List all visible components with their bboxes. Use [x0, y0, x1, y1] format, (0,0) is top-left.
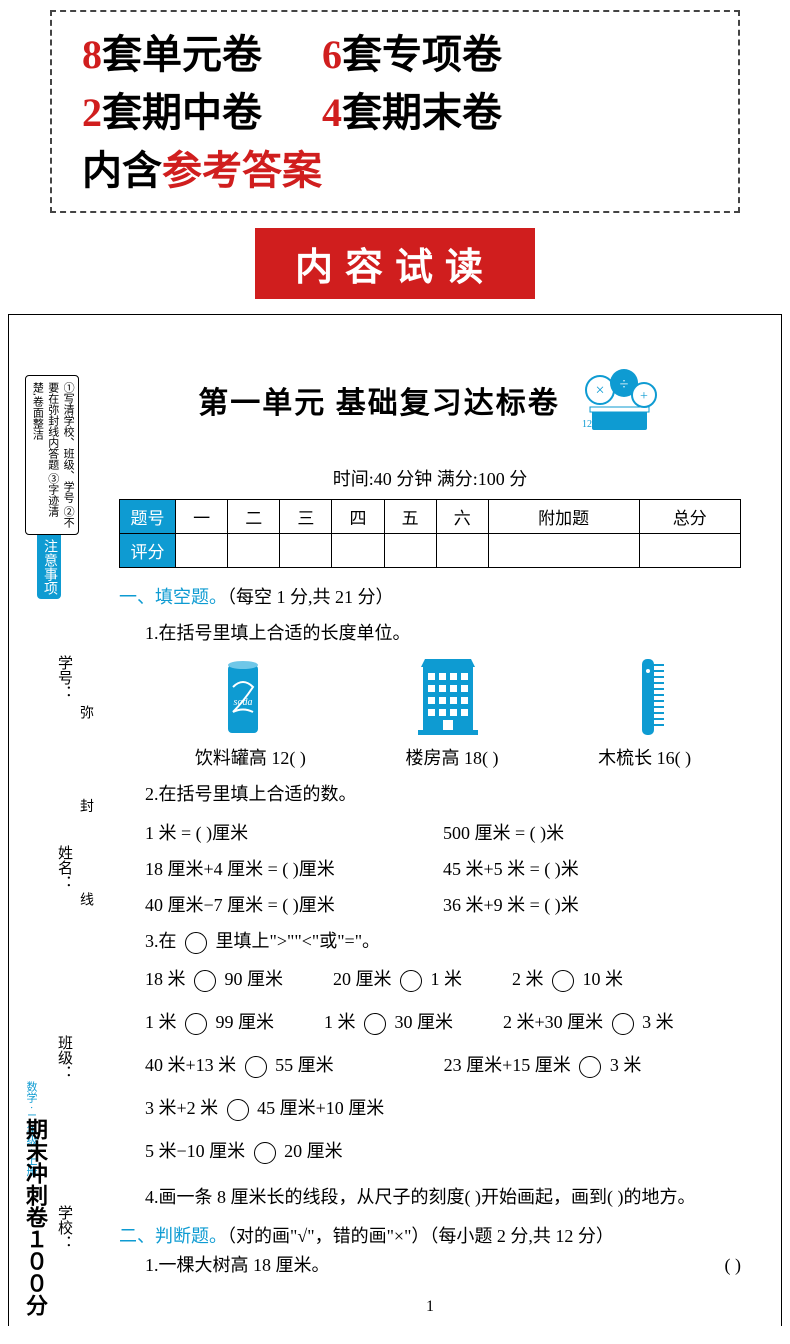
question-text: 1.在括号里填上合适的长度单位。	[145, 617, 741, 649]
table-header-cell: 题号	[120, 500, 176, 534]
table-header-cell: 评分	[120, 534, 176, 568]
comparison-item: 23 厘米+15 厘米 3 米	[444, 1051, 642, 1078]
blank-item: 40 厘米−7 厘米 = ( )厘米	[145, 891, 443, 917]
question-text: 2.在括号里填上合适的数。	[145, 778, 741, 810]
circle-blank-icon	[185, 932, 207, 954]
comparison-grid: 18 米 90 厘米 20 厘米 1 米 2 米 10 米 1 米 99 厘米 1 米 …	[145, 965, 741, 1179]
summary-item: 2套期中卷	[82, 80, 262, 138]
circle-blank-icon	[194, 970, 216, 992]
comparison-item: 5 米−10 厘米 20 厘米	[145, 1137, 343, 1164]
summary-item: 8套单元卷	[82, 22, 262, 80]
image-label: 饮料罐高 12( )	[195, 744, 306, 770]
comb-icon	[628, 657, 668, 742]
table-row: 题号 一二 三四 五六 附加题总分	[120, 500, 741, 534]
question-text: 4.画一条 8 厘米长的线段，从尺子的刻度( )开始画起，画到( )的地方。	[145, 1180, 741, 1214]
image-label: 木梳长 16( )	[598, 744, 691, 770]
svg-text:soda: soda	[233, 697, 252, 708]
blank-item: 500 厘米 = ( )米	[443, 819, 741, 845]
school-field: 学校：	[54, 1205, 75, 1250]
exam-paper: ①写清学校、班级、学号 ②不要在弥封线内答题 ③字迹清楚,卷面整洁 注意事项 学…	[8, 314, 782, 1326]
contents-summary-box: 8套单元卷 6套专项卷 2套期中卷 4套期末卷 内含参考答案	[50, 10, 740, 213]
svg-text:×: ×	[595, 382, 604, 399]
svg-text:+: +	[640, 389, 648, 404]
preview-banner: 内容试读	[255, 228, 535, 299]
comparison-item: 40 米+13 米 55 厘米	[145, 1051, 334, 1078]
circle-blank-icon	[579, 1056, 601, 1078]
name-field: 姓名：	[54, 845, 75, 890]
left-margin-sidebar: ①写清学校、班级、学号 ②不要在弥封线内答题 ③字迹清楚,卷面整洁 注意事项 学…	[19, 375, 89, 1316]
circle-blank-icon	[227, 1099, 249, 1121]
blank-item: 1 米 = ( )厘米	[145, 819, 443, 845]
circle-blank-icon	[364, 1013, 386, 1035]
summary-item: 4套期末卷	[322, 80, 502, 138]
svg-text:123: 123	[582, 419, 597, 430]
series-title: 期末冲刺卷１００分	[19, 1118, 51, 1316]
blank-item: 36 米+9 米 = ( )米	[443, 891, 741, 917]
image-label: 楼房高 18( )	[405, 744, 498, 770]
comparison-item: 20 厘米 1 米	[333, 965, 462, 992]
comparison-item: 1 米 30 厘米	[324, 1008, 453, 1035]
comparison-item: 2 米 10 米	[512, 965, 623, 992]
summary-bottom: 内含参考答案	[82, 138, 708, 196]
svg-text:÷: ÷	[619, 376, 628, 393]
summary-item: 6套专项卷	[322, 22, 502, 80]
paper-title: 第一单元 基础复习达标卷	[198, 378, 560, 422]
comparison-item: 1 米 99 厘米	[145, 1008, 274, 1035]
circle-blank-icon	[552, 970, 574, 992]
table-row: 评分	[120, 534, 741, 568]
student-id-field: 学号：	[54, 655, 75, 700]
soda-can-icon: soda	[218, 657, 268, 742]
question-text: 3.在 里填上">""<"或"="。	[145, 925, 741, 957]
section-1-heading: 一、填空题。（每空 1 分,共 21 分）	[119, 583, 741, 609]
image-row: soda	[145, 657, 741, 742]
circle-blank-icon	[612, 1013, 634, 1035]
class-field: 班级：	[54, 1035, 75, 1080]
circle-blank-icon	[245, 1056, 267, 1078]
time-score-line: 时间:40 分钟 满分:100 分	[119, 465, 741, 491]
comparison-item: 3 米+2 米 45 厘米+10 厘米	[145, 1094, 384, 1121]
circle-blank-icon	[185, 1013, 207, 1035]
seal-line-label: 弥 封 线	[75, 705, 95, 944]
score-table: 题号 一二 三四 五六 附加题总分 评分	[119, 499, 741, 568]
circle-blank-icon	[254, 1142, 276, 1164]
notice-label: 注意事项	[37, 535, 61, 599]
page-number: 1	[119, 1298, 741, 1316]
top-section: 8套单元卷 6套专项卷 2套期中卷 4套期末卷 内含参考答案 内容试读	[0, 0, 790, 299]
fill-blank-grid: 1 米 = ( )厘米 500 厘米 = ( )米 18 厘米+4 厘米 = (…	[145, 819, 741, 917]
comparison-item: 2 米+30 厘米 3 米	[503, 1008, 674, 1035]
image-labels-row: 饮料罐高 12( ) 楼房高 18( ) 木梳长 16( )	[145, 744, 741, 770]
notice-box: ①写清学校、班级、学号 ②不要在弥封线内答题 ③字迹清楚,卷面整洁	[25, 375, 79, 535]
blank-item: 45 米+5 米 = ( )米	[443, 855, 741, 881]
question-text: 1.一棵大树高 18 厘米。 ( )	[145, 1248, 741, 1282]
circle-blank-icon	[400, 970, 422, 992]
comparison-item: 18 米 90 厘米	[145, 965, 283, 992]
building-icon	[413, 657, 483, 742]
math-decoration-icon: × ÷ + 123	[572, 365, 662, 435]
blank-item: 18 厘米+4 厘米 = ( )厘米	[145, 855, 443, 881]
section-2-heading: 二、判断题。（对的画"√"，错的画"×"）（每小题 2 分,共 12 分）	[119, 1222, 741, 1248]
